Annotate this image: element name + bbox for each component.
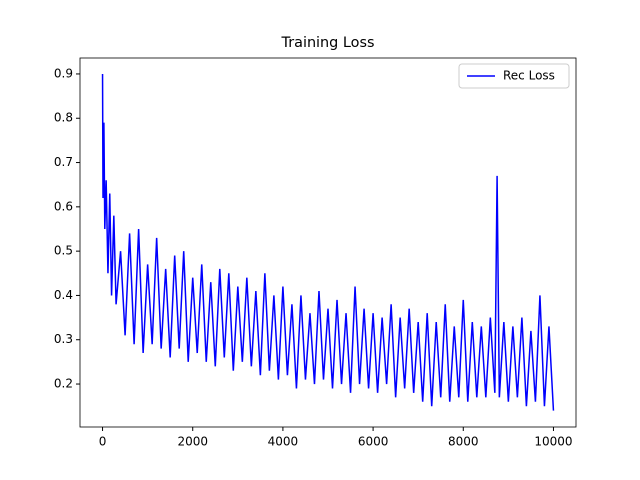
- y-tick-label: 0.4: [54, 288, 73, 302]
- y-tick-label: 0.9: [54, 66, 73, 80]
- y-tick-label: 0.6: [54, 199, 73, 213]
- x-tick-label: 8000: [448, 435, 479, 449]
- line: [101, 73, 555, 411]
- x-tick-label: 0: [99, 435, 107, 449]
- x-tick-label: 4000: [268, 435, 299, 449]
- x-tick-label: 6000: [358, 435, 389, 449]
- y-tick-label: 0.2: [54, 377, 73, 391]
- plot-frame: [79, 57, 577, 428]
- legend-label: Rec Loss: [503, 69, 555, 83]
- y-tick-label: 0.5: [54, 244, 73, 258]
- x-tick-label: 2000: [177, 435, 208, 449]
- y-tick-label: 0.8: [54, 111, 73, 125]
- x-tick-label: 10000: [534, 435, 572, 449]
- y-tick-label: 0.3: [54, 332, 73, 346]
- y-tick-label: 0.7: [54, 155, 73, 169]
- chart-title: Training Loss: [281, 35, 375, 51]
- legend-box: [458, 63, 570, 89]
